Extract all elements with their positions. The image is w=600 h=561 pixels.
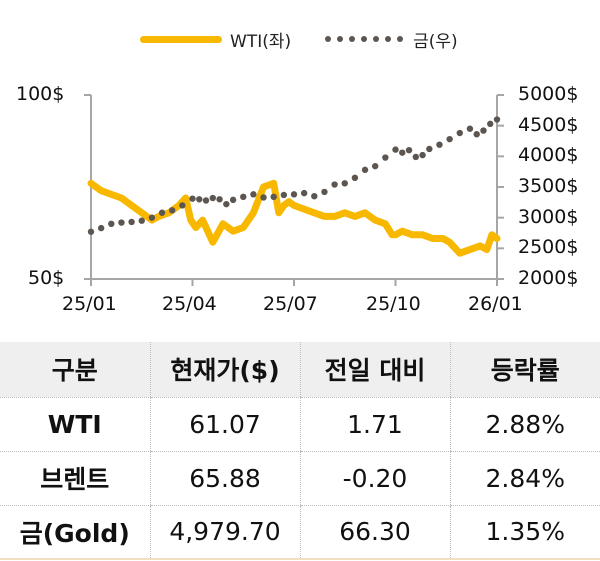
right-tick-4000: 4000$	[518, 144, 579, 166]
line-chart: 100$ 50$ 5000$ 4500$ 4000$ 3500$ 3000$ 2…	[16, 83, 579, 315]
right-tick-3000: 3000$	[518, 206, 579, 228]
x-tick-2501: 25/01	[62, 293, 117, 315]
row-name: WTI	[0, 397, 150, 452]
header-rate: 등락률	[449, 342, 600, 398]
left-tick-100: 100$	[16, 83, 65, 105]
x-tick-2504: 25/04	[162, 293, 217, 315]
gold-legend-label: 금(우)	[413, 31, 458, 52]
wti-series-line	[87, 179, 501, 257]
right-tick-4500: 4500$	[518, 114, 579, 136]
right-tick-5000: 5000$	[518, 83, 579, 105]
row-price: 4,979.70	[149, 505, 300, 560]
x-tick-2601: 26/01	[468, 293, 523, 315]
wti-legend-swatch	[140, 35, 222, 43]
right-tick-2000: 2000$	[518, 267, 579, 289]
table-row: 브렌트 65.88 -0.20 2.84%	[0, 451, 600, 506]
row-rate: 2.88%	[449, 397, 600, 452]
header-price: 현재가($)	[149, 342, 300, 398]
row-rate: 2.84%	[449, 451, 600, 506]
row-change: 1.71	[299, 397, 450, 452]
table-row: WTI 61.07 1.71 2.88%	[0, 397, 600, 452]
row-rate: 1.35%	[449, 505, 600, 560]
table-row: 금(Gold) 4,979.70 66.30 1.35%	[0, 505, 600, 560]
x-tick-2510: 25/10	[366, 293, 421, 315]
left-tick-50: 50$	[28, 267, 65, 289]
row-change: -0.20	[299, 451, 450, 506]
header-category: 구분	[0, 342, 150, 398]
chart-legend: WTI(좌) 금(우)	[140, 22, 458, 56]
gold-legend-swatch	[325, 36, 404, 42]
chart-plot	[84, 94, 504, 286]
row-price: 61.07	[149, 397, 300, 452]
row-price: 65.88	[149, 451, 300, 506]
x-tick-2507: 25/07	[263, 293, 318, 315]
row-name: 브렌트	[0, 451, 150, 506]
gold-series-dots	[87, 116, 501, 235]
table-header-row: 구분 현재가($) 전일 대비 등락률	[0, 342, 600, 398]
right-tick-3500: 3500$	[518, 175, 579, 197]
wti-legend-label: WTI(좌)	[230, 31, 292, 52]
price-table: 구분 현재가($) 전일 대비 등락률 WTI 61.07 1.71 2.88%…	[0, 342, 600, 560]
header-change: 전일 대비	[299, 342, 450, 398]
row-name: 금(Gold)	[0, 505, 150, 560]
row-change: 66.30	[299, 505, 450, 560]
right-tick-2500: 2500$	[518, 236, 579, 258]
